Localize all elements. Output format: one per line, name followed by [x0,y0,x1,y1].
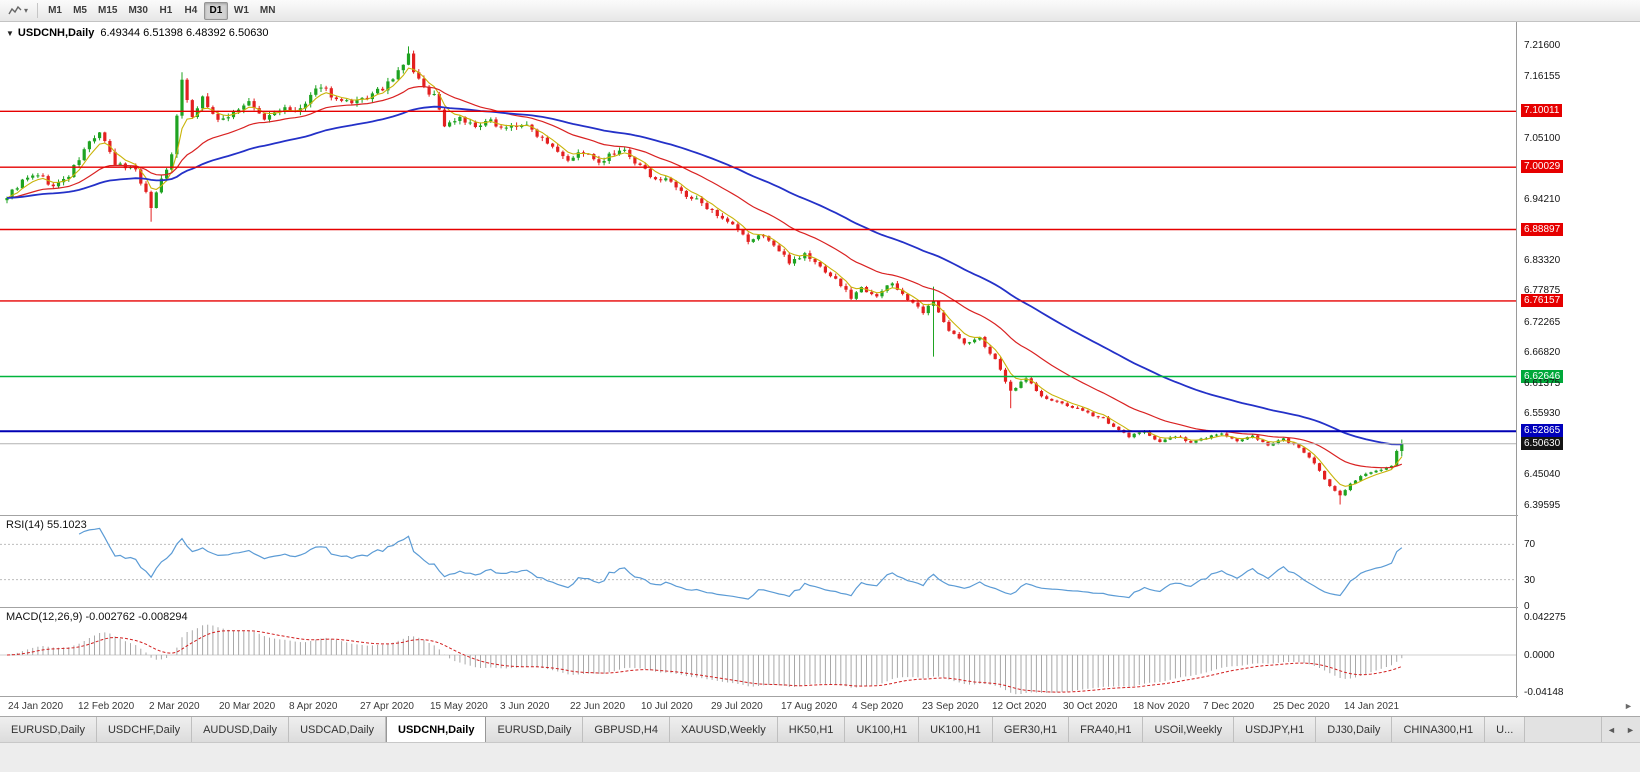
chart-tab-USDCHF-Daily[interactable]: USDCHF,Daily [96,717,193,742]
pane-separator-price-rsi[interactable] [0,515,1640,516]
price-axis-label: 6.39595 [1524,500,1561,511]
chart-tab-strip: EURUSD,Daily USDCHF,Daily AUDUSD,Daily USDC… [0,717,1602,742]
chart-title: ▼ USDCNH,Daily 6.49344 6.51398 6.48392 6.5… [6,27,269,39]
chart-tab-GBPUSD-H4[interactable]: GBPUSD,H4 [583,717,670,742]
status-bar [0,742,1640,772]
timeframe-button-M30[interactable]: M30 [128,4,148,16]
timeframe-button-H1[interactable]: H1 [159,4,173,16]
timeframe-button-W1[interactable]: W1 [233,4,249,16]
chart-tab-UK100-H1[interactable]: UK100,H1 [845,717,920,742]
price-axis-label: 6.77875 [1524,285,1561,296]
date-label: 7 Dec 2020 [1203,701,1255,712]
price-axis-label: 7.16155 [1524,71,1561,82]
date-label: 12 Feb 2020 [78,701,135,712]
price-axis-label: 6.45040 [1524,469,1561,480]
price-axis-label: 7.05100 [1524,133,1561,144]
chart-symbol-label: USDCNH,Daily [17,27,95,39]
chart-tab-EURUSD-Daily[interactable]: EURUSD,Daily [0,717,97,742]
timeframe-button-M1[interactable]: M1 [48,4,62,16]
chart-type-dropdown-icon: ▾ [24,6,29,15]
chart-canvas[interactable] [0,22,1518,698]
chart-tab-AUDUSD-Daily[interactable]: AUDUSD,Daily [192,717,290,742]
timeframe-toolbar: M1 M5 M15 M30 H1 H4 D1 W1 MN [43,1,280,20]
price-axis-label: 6.52865 [1521,424,1564,437]
date-label: 12 Oct 2020 [992,701,1047,712]
chart-tab-CHINA300-H1[interactable]: CHINA300,H1 [1392,717,1486,742]
chart-tab-U-[interactable]: U... [1485,717,1526,742]
chart-tab-XAUUSD-Weekly[interactable]: XAUUSD,Weekly [669,717,778,742]
date-label: 24 Jan 2020 [8,701,64,712]
chart-tab-USDCAD-Daily[interactable]: USDCAD,Daily [289,717,387,742]
date-label: 20 Mar 2020 [219,701,276,712]
tab-scroll-left-icon[interactable]: ◄ [1607,724,1616,735]
price-axis-label: 6.61375 [1524,378,1561,389]
date-label: 4 Sep 2020 [852,701,904,712]
date-label: 22 Jun 2020 [570,701,626,712]
scroll-to-end-icon[interactable]: ► [1624,701,1633,711]
price-axis-label: 6.50630 [1521,437,1564,450]
macd-axis-label: 0.042275 [1524,612,1566,623]
chart-tab-EURUSD-Daily[interactable]: EURUSD,Daily [486,717,584,742]
top-toolbar: ▾ M1 M5 M15 M30 H1 H4 D1 W1 MN [0,0,1640,22]
timeframe-button-MN[interactable]: MN [259,4,276,16]
chart-ohlc-values: 6.49344 6.51398 6.48392 6.50630 [100,27,269,39]
rsi-label: RSI(14) 55.1023 [6,519,87,531]
chart-tab-DJ30-Daily[interactable]: DJ30,Daily [1316,717,1393,742]
date-label: 2 Mar 2020 [149,701,200,712]
price-axis-label: 6.55930 [1524,408,1561,419]
price-axis-label: 7.10011 [1521,104,1563,117]
macd-axis-label: 0.0000 [1524,650,1555,661]
price-axis-label: 6.72265 [1524,317,1561,328]
date-label: 10 Jul 2020 [641,701,693,712]
date-label: 15 May 2020 [430,701,488,712]
chart-tab-UK100-H1[interactable]: UK100,H1 [919,717,993,742]
date-axis[interactable]: 24 Jan 2020 12 Feb 2020 2 Mar 2020 20 Mar 2… [0,698,1518,716]
date-label: 3 Jun 2020 [500,701,550,712]
macd-label: MACD(12,26,9) -0.002762 -0.008294 [6,611,188,623]
tab-scroll-buttons: ◄ ► [1601,717,1640,742]
rsi-axis-label: 30 [1524,575,1536,586]
price-axis-label: 6.94210 [1524,194,1561,205]
date-label: 27 Apr 2020 [360,701,414,712]
date-label: 29 Jul 2020 [711,701,763,712]
date-label: 14 Jan 2021 [1344,701,1400,712]
price-axis-label: 6.62646 [1521,370,1564,383]
toolbar-separator [37,3,39,18]
price-axis-label: 6.66820 [1524,347,1561,358]
title-collapse-icon[interactable]: ▼ [6,29,14,38]
price-axis-label: 6.83320 [1524,255,1561,266]
date-label: 25 Dec 2020 [1273,701,1330,712]
chart-tab-FRA40-H1[interactable]: FRA40,H1 [1069,717,1144,742]
price-axis-label: 7.21600 [1524,40,1561,51]
pane-separator-macd-dates [0,696,1640,697]
date-label: 18 Nov 2020 [1133,701,1190,712]
rsi-axis-label: 0 [1524,601,1530,612]
price-axis[interactable]: 7.21600 7.16155 7.10011 7.05100 7.00029 6.942… [1518,22,1640,716]
price-axis-label: 7.00029 [1521,160,1564,173]
chart-tab-HK50-H1[interactable]: HK50,H1 [777,717,846,742]
macd-axis-label: -0.04148 [1524,687,1564,698]
chart-tab-GER30-H1[interactable]: GER30,H1 [992,717,1070,742]
price-axis-label: 6.88897 [1521,223,1564,236]
timeframe-button-D1[interactable]: D1 [203,1,228,20]
chart-tabs-bar: EURUSD,Daily USDCHF,Daily AUDUSD,Daily USDC… [0,716,1640,742]
chart-tab-USOil-Weekly[interactable]: USOil,Weekly [1143,717,1235,742]
date-label: 8 Apr 2020 [289,701,338,712]
tab-scroll-right-icon[interactable]: ► [1626,724,1635,735]
chart-type-button[interactable]: ▾ [4,2,32,20]
timeframe-button-H4[interactable]: H4 [184,4,198,16]
timeframe-button-M5[interactable]: M5 [73,4,87,16]
chart-tab-USDJPY-H1[interactable]: USDJPY,H1 [1234,717,1317,742]
date-label: 17 Aug 2020 [781,701,838,712]
line-chart-icon [8,5,22,14]
timeframe-button-M15[interactable]: M15 [98,4,118,16]
pane-separator-rsi-macd[interactable] [0,607,1640,608]
chart-tab-USDCNH-Daily[interactable]: USDCNH,Daily [386,717,487,742]
price-axis-label: 6.76157 [1521,294,1564,307]
date-label: 30 Oct 2020 [1063,701,1118,712]
rsi-axis-label: 70 [1524,539,1536,550]
date-label: 23 Sep 2020 [922,701,979,712]
